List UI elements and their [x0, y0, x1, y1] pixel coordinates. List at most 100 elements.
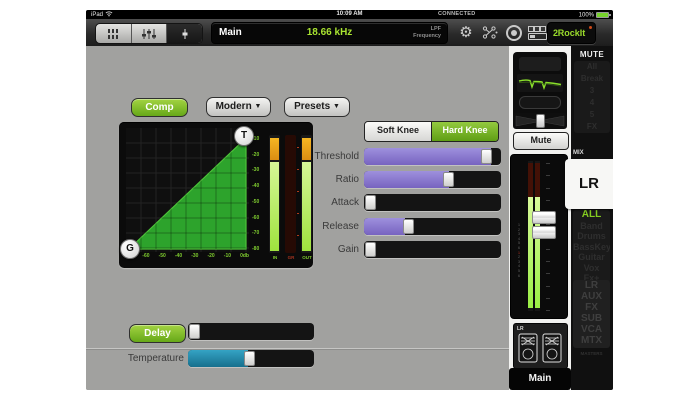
- input-meter-label: IN: [272, 255, 278, 260]
- parameter-name: LPF Frequency: [413, 26, 441, 39]
- input-meter: [269, 135, 280, 253]
- view-group-item[interactable]: Fx+: [583, 273, 600, 283]
- gain-reduction-meter: [285, 135, 296, 253]
- channel-view-button[interactable]: [167, 24, 202, 43]
- masters-item-mtx[interactable]: MTX: [580, 335, 603, 346]
- masters-item-aux[interactable]: AUX: [580, 291, 603, 302]
- status-bar: iPad 10:09 AM CONNECTED 100%: [86, 10, 613, 19]
- ratio-slider[interactable]: [364, 171, 501, 188]
- show-select-button[interactable]: 2 RockIt: [547, 22, 596, 44]
- device-label: iPad: [91, 10, 113, 20]
- comp-presets-dropdown[interactable]: Presets ▼: [284, 97, 350, 117]
- mute-group-item[interactable]: 4: [589, 98, 595, 107]
- fader-cap-right[interactable]: [532, 226, 556, 239]
- view-group-item[interactable]: Drums: [577, 231, 606, 241]
- pan-control[interactable]: [513, 113, 567, 129]
- threshold-slider[interactable]: [364, 148, 501, 165]
- mute-group-item[interactable]: Break: [580, 74, 604, 83]
- view-group-item[interactable]: Vox: [583, 262, 600, 273]
- view-group-item[interactable]: Band: [580, 220, 603, 231]
- compressor-curve-graph[interactable]: [126, 128, 249, 252]
- gate-thumbnail[interactable]: [519, 57, 561, 71]
- chevron-down-icon: ▼: [254, 103, 262, 110]
- mixer-grid-icon: [107, 28, 118, 39]
- pan-handle[interactable]: [536, 114, 545, 128]
- comp-delay-panel: Comp Modern ▼ Presets ▼ T G: [86, 46, 509, 390]
- master-strip-selector[interactable]: Main: [509, 368, 571, 390]
- toolbar: Main 18.66 kHz LPF Frequency ⚙ 2 RockIt: [86, 19, 613, 47]
- release-slider-thumb[interactable]: [402, 219, 414, 234]
- shows-button[interactable]: [527, 23, 547, 42]
- gr-meter-label: GR: [287, 255, 295, 260]
- masters-item-sub[interactable]: SUB: [580, 313, 603, 324]
- soft-knee-button[interactable]: Soft Knee: [365, 122, 431, 141]
- channel-display[interactable]: Main 18.66 kHz LPF Frequency: [211, 22, 448, 44]
- release-slider[interactable]: [364, 218, 501, 235]
- masters-panel: LR AUX FX SUB VCA MTX: [573, 280, 610, 348]
- comp-enable-button[interactable]: Comp: [131, 98, 188, 117]
- mute-groups-panel: All Break 3 4 5 FX: [574, 61, 610, 133]
- chevron-down-icon: ▼: [332, 103, 340, 110]
- routing-button[interactable]: [480, 23, 500, 42]
- temperature-label: Temperature: [127, 353, 184, 364]
- record-icon: [506, 24, 522, 41]
- release-label: Release: [322, 221, 359, 232]
- fader-thumbnail[interactable]: [519, 96, 561, 109]
- pan-bowtie-icon: [515, 115, 565, 127]
- view-group-item-all[interactable]: ALL: [581, 210, 602, 220]
- eq-curve-icon: [518, 79, 562, 91]
- temperature-slider[interactable]: [188, 350, 314, 367]
- view-group-item[interactable]: Guitar: [578, 252, 605, 262]
- masters-item-fx[interactable]: FX: [585, 302, 598, 313]
- selected-mix-tab[interactable]: LR: [565, 159, 613, 209]
- view-group-item[interactable]: BassKey: [573, 241, 610, 252]
- attack-slider[interactable]: [364, 194, 501, 211]
- knee-switch: Soft Knee Hard Knee: [364, 121, 499, 142]
- delay-slider-thumb[interactable]: [189, 324, 200, 339]
- parameter-value: 18.66 kHz: [306, 27, 353, 38]
- mute-group-item[interactable]: 3: [589, 86, 595, 95]
- mute-groups-header: MUTE: [579, 50, 605, 59]
- masters-item-vca[interactable]: VCA: [580, 324, 603, 335]
- masters-item-lr[interactable]: LR: [584, 280, 599, 291]
- mute-group-item[interactable]: All: [586, 62, 598, 71]
- faders-view-button[interactable]: [132, 24, 168, 43]
- masters-label: MASTERS: [580, 351, 603, 356]
- strip-mute-button[interactable]: Mute: [513, 132, 569, 150]
- battery-icon: [596, 11, 611, 18]
- ratio-slider-thumb[interactable]: [442, 172, 454, 187]
- delay-enable-button[interactable]: Delay: [129, 324, 186, 343]
- delay-slider[interactable]: [188, 323, 314, 340]
- fader-cap-left[interactable]: [532, 211, 556, 224]
- temperature-slider-thumb[interactable]: [243, 351, 255, 366]
- gain-handle[interactable]: G: [120, 239, 140, 259]
- strip-meter-left: [528, 161, 533, 311]
- comp-model-dropdown[interactable]: Modern ▼: [206, 97, 271, 117]
- record-indicator-dot: [589, 26, 592, 29]
- mixer-view-button[interactable]: [96, 24, 132, 43]
- mute-group-item[interactable]: FX: [586, 122, 598, 131]
- record-button[interactable]: [504, 23, 524, 42]
- show-number: 2: [553, 28, 559, 38]
- attack-label: Attack: [331, 197, 359, 208]
- hard-knee-button[interactable]: Hard Knee: [431, 122, 498, 141]
- mix-label: MIX: [573, 150, 584, 156]
- attack-slider-thumb[interactable]: [365, 195, 376, 210]
- mute-group-item[interactable]: 5: [589, 110, 595, 119]
- threshold-slider-thumb[interactable]: [481, 149, 493, 164]
- speaker-icons: [518, 333, 562, 363]
- gain-slider-thumb[interactable]: [365, 242, 376, 257]
- settings-button[interactable]: ⚙: [456, 23, 476, 42]
- threshold-handle[interactable]: T: [234, 126, 254, 146]
- monitor-graphic-panel[interactable]: LR: [513, 323, 568, 369]
- gain-label: Gain: [337, 244, 359, 255]
- processing-thumbnails[interactable]: [513, 52, 567, 122]
- gain-slider[interactable]: [364, 241, 501, 258]
- graph-y-axis-ticks: -10 -20 -30 -40 -50 -60 -70 -80: [252, 136, 260, 252]
- eq-thumbnail[interactable]: [517, 74, 563, 92]
- output-meter: [301, 135, 312, 253]
